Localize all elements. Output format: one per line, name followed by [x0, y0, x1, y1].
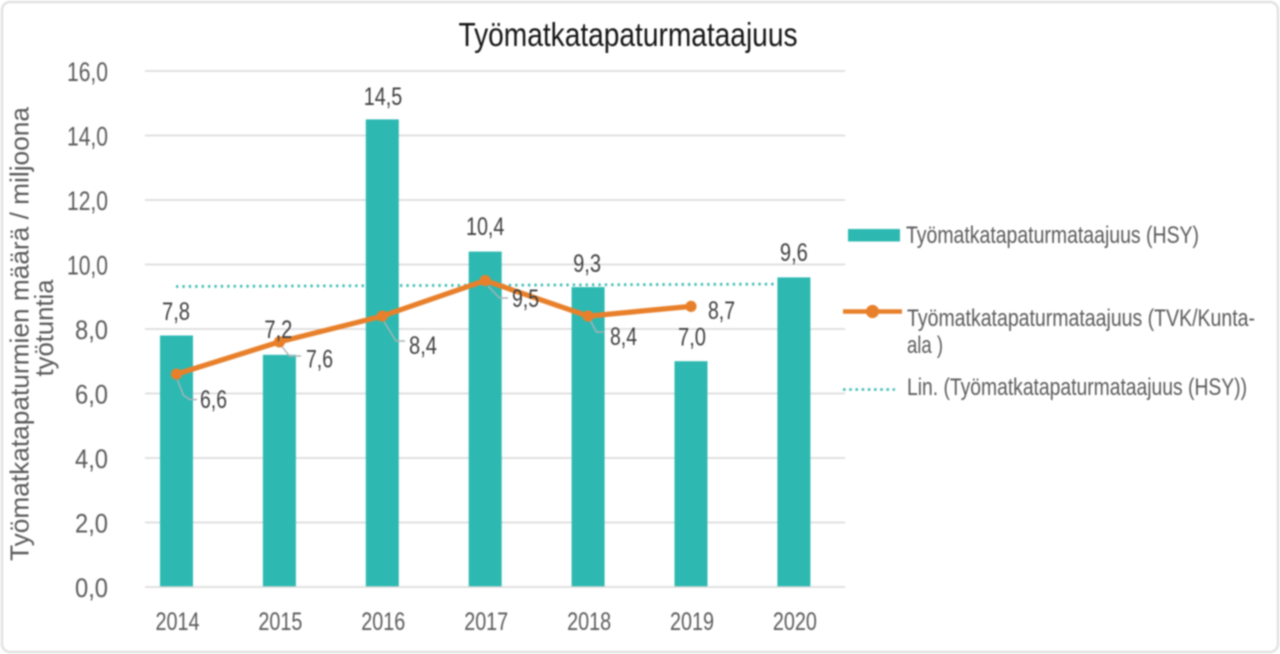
svg-text:10,0: 10,0	[67, 251, 108, 281]
svg-text:Lin. (Työmatkatapaturmataajuus: Lin. (Työmatkatapaturmataajuus (HSY))	[907, 374, 1247, 401]
svg-text:9,6: 9,6	[780, 239, 808, 267]
svg-text:14,0: 14,0	[67, 122, 108, 152]
svg-text:2014: 2014	[156, 608, 200, 636]
svg-text:2017: 2017	[464, 608, 508, 636]
svg-text:8,4: 8,4	[409, 332, 437, 360]
svg-text:Työmatkatapaturmataajuus (TVK/: Työmatkatapaturmataajuus (TVK/Kunta-	[907, 305, 1255, 332]
svg-text:Työmatkatapaturmataajuus (HSY): Työmatkatapaturmataajuus (HSY)	[906, 222, 1199, 249]
svg-text:2016: 2016	[361, 608, 405, 636]
svg-text:ala ): ala )	[907, 332, 943, 359]
svg-text:2,0: 2,0	[75, 509, 108, 539]
svg-text:8,0: 8,0	[75, 315, 108, 345]
svg-text:9,3: 9,3	[573, 250, 601, 278]
svg-text:6,0: 6,0	[75, 380, 108, 410]
svg-text:8,7: 8,7	[708, 297, 735, 325]
svg-text:7,2: 7,2	[264, 316, 292, 344]
svg-text:8,4: 8,4	[610, 323, 637, 351]
svg-text:0,0: 0,0	[75, 573, 108, 603]
svg-text:14,5: 14,5	[364, 83, 403, 111]
svg-text:4,0: 4,0	[75, 444, 108, 474]
svg-text:2019: 2019	[670, 608, 714, 636]
svg-text:Työmatkatapaturmataajuus: Työmatkatapaturmataajuus	[459, 16, 798, 53]
svg-text:7,0: 7,0	[678, 324, 706, 352]
svg-text:12,0: 12,0	[67, 186, 108, 216]
svg-text:6,6: 6,6	[200, 386, 227, 414]
svg-text:16,0: 16,0	[67, 57, 108, 87]
svg-text:2020: 2020	[773, 608, 817, 636]
svg-text:työtuntia: työtuntia	[29, 279, 59, 377]
svg-text:9,5: 9,5	[512, 285, 539, 313]
svg-text:2018: 2018	[567, 608, 611, 636]
svg-text:2015: 2015	[258, 608, 302, 636]
svg-text:Työmatkatapaturmien määrä / mi: Työmatkatapaturmien määrä / miljoona	[5, 106, 35, 561]
svg-text:7,8: 7,8	[162, 298, 190, 326]
svg-text:10,4: 10,4	[466, 213, 505, 241]
svg-text:7,6: 7,6	[306, 346, 333, 374]
